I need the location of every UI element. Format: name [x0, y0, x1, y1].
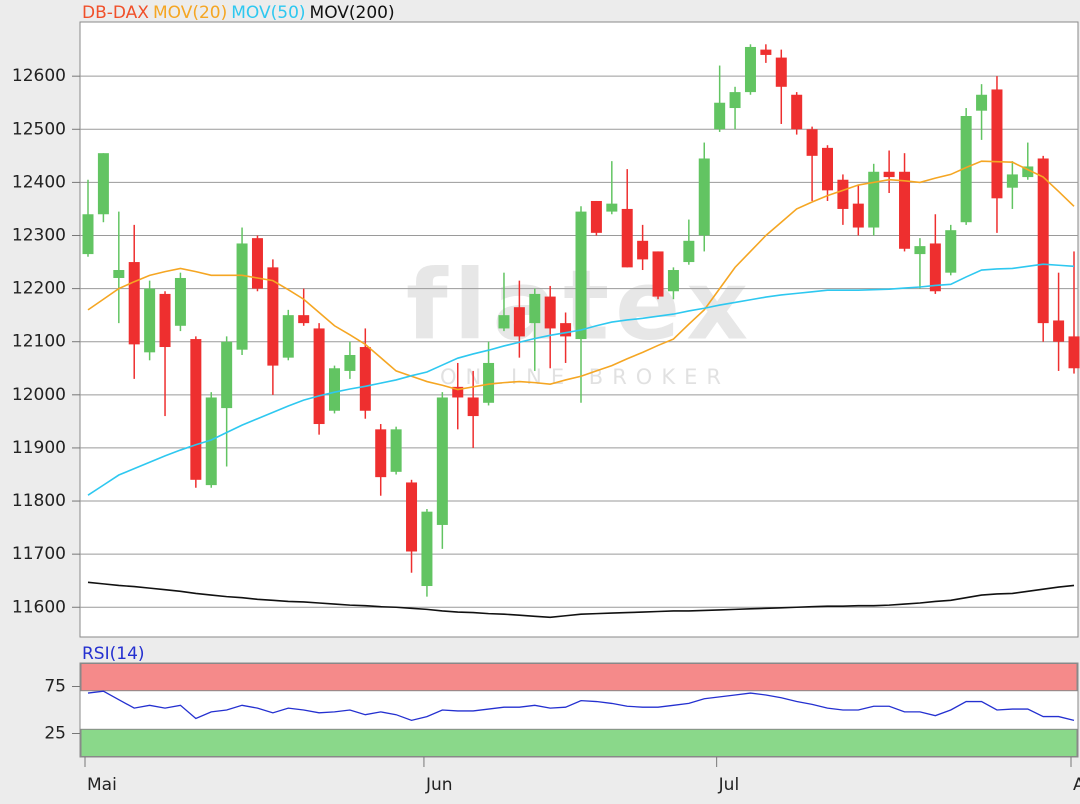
candle-body [144, 288, 156, 353]
candle-body [791, 94, 803, 130]
candle-body [945, 230, 957, 273]
candle-body [822, 147, 833, 191]
candle-body [683, 240, 695, 263]
y-tick-label: 25 [44, 724, 66, 744]
band [80, 728, 1078, 757]
candle-body [267, 267, 279, 366]
candle-body [667, 270, 679, 292]
candle-body [344, 354, 356, 371]
candle-body [282, 315, 294, 358]
candle-body [976, 94, 988, 111]
y-tick-label: 12400 [12, 172, 66, 192]
candle-body [868, 171, 880, 228]
candle-body [190, 339, 202, 480]
candle-body [82, 214, 94, 255]
x-tick-label: Jul [718, 775, 740, 795]
candle-body [1022, 166, 1034, 178]
candle-body [452, 386, 464, 398]
candle-body [298, 315, 310, 324]
candle-body [529, 293, 541, 324]
candle-body [236, 243, 248, 350]
candle-body [513, 307, 525, 337]
candle-body [174, 277, 186, 326]
y-tick-label: 75 [44, 677, 66, 697]
candle-body [806, 129, 818, 156]
y-tick-label: 11700 [12, 544, 66, 564]
candle-body [714, 102, 726, 130]
candle-body [406, 482, 418, 552]
band [80, 663, 1078, 692]
candle-body [251, 238, 263, 289]
candle-body [929, 243, 941, 292]
candle-body [390, 429, 402, 472]
candle-body [991, 89, 1003, 199]
candle-body [113, 270, 125, 278]
line [87, 160, 1075, 391]
candle-body [544, 296, 556, 329]
legend-entry: MOV(50) [231, 3, 305, 23]
candle-body [436, 397, 448, 525]
y-tick-label: 11600 [12, 597, 66, 617]
candle-body [375, 429, 387, 478]
candle-body [760, 49, 772, 55]
candle-body [159, 293, 171, 348]
candle-body [590, 200, 602, 233]
y-tick-label: 12200 [12, 279, 66, 299]
candle-body [960, 116, 972, 223]
candle-body [498, 315, 510, 329]
candle-body [205, 397, 217, 486]
y-tick-label: 12300 [12, 225, 66, 245]
candle-body [1037, 158, 1049, 324]
candle-body [899, 171, 911, 249]
candle-body [1006, 174, 1018, 188]
candle-body [621, 208, 633, 268]
y-tick-label: 11800 [12, 491, 66, 511]
candle-body [729, 92, 741, 109]
candle-body [1068, 336, 1080, 369]
candle-body [575, 211, 587, 340]
candle-body [852, 203, 864, 228]
candle-body [775, 57, 787, 87]
y-tick-label: 12600 [12, 66, 66, 86]
candle-body [313, 328, 325, 425]
y-tick-label: 12100 [12, 332, 66, 352]
x-tick-label: A [1073, 775, 1080, 795]
y-tick-label: 12500 [12, 119, 66, 139]
candle-body [467, 397, 479, 417]
candle-body [483, 362, 495, 403]
legend-entry: RSI(14) [82, 644, 145, 664]
legend-entry: MOV(200) [310, 3, 395, 23]
y-tick-label: 11900 [12, 438, 66, 458]
candle-body [837, 179, 849, 209]
legend-entry: DB-DAX [82, 3, 149, 23]
x-tick-label: Jun [425, 775, 453, 795]
candle-body [97, 153, 109, 215]
candle-body [1053, 320, 1065, 342]
candle-body [606, 203, 618, 212]
x-tick-label: Mai [87, 775, 117, 795]
line [87, 581, 1075, 619]
candle-body [698, 158, 710, 236]
candle-body [914, 246, 926, 255]
candle-body [560, 323, 572, 337]
legend-entry: MOV(20) [153, 3, 227, 23]
candle-body [128, 262, 140, 345]
candle-body [637, 240, 649, 260]
line [87, 690, 1075, 722]
line [87, 263, 1075, 496]
candle-body [221, 341, 233, 409]
candle-body [329, 368, 340, 411]
candle-body [421, 511, 433, 587]
candle-body [744, 46, 756, 93]
candle-body [883, 171, 895, 178]
candle-body [652, 251, 664, 297]
candle-body [359, 347, 371, 411]
y-tick-label: 12000 [12, 385, 66, 405]
